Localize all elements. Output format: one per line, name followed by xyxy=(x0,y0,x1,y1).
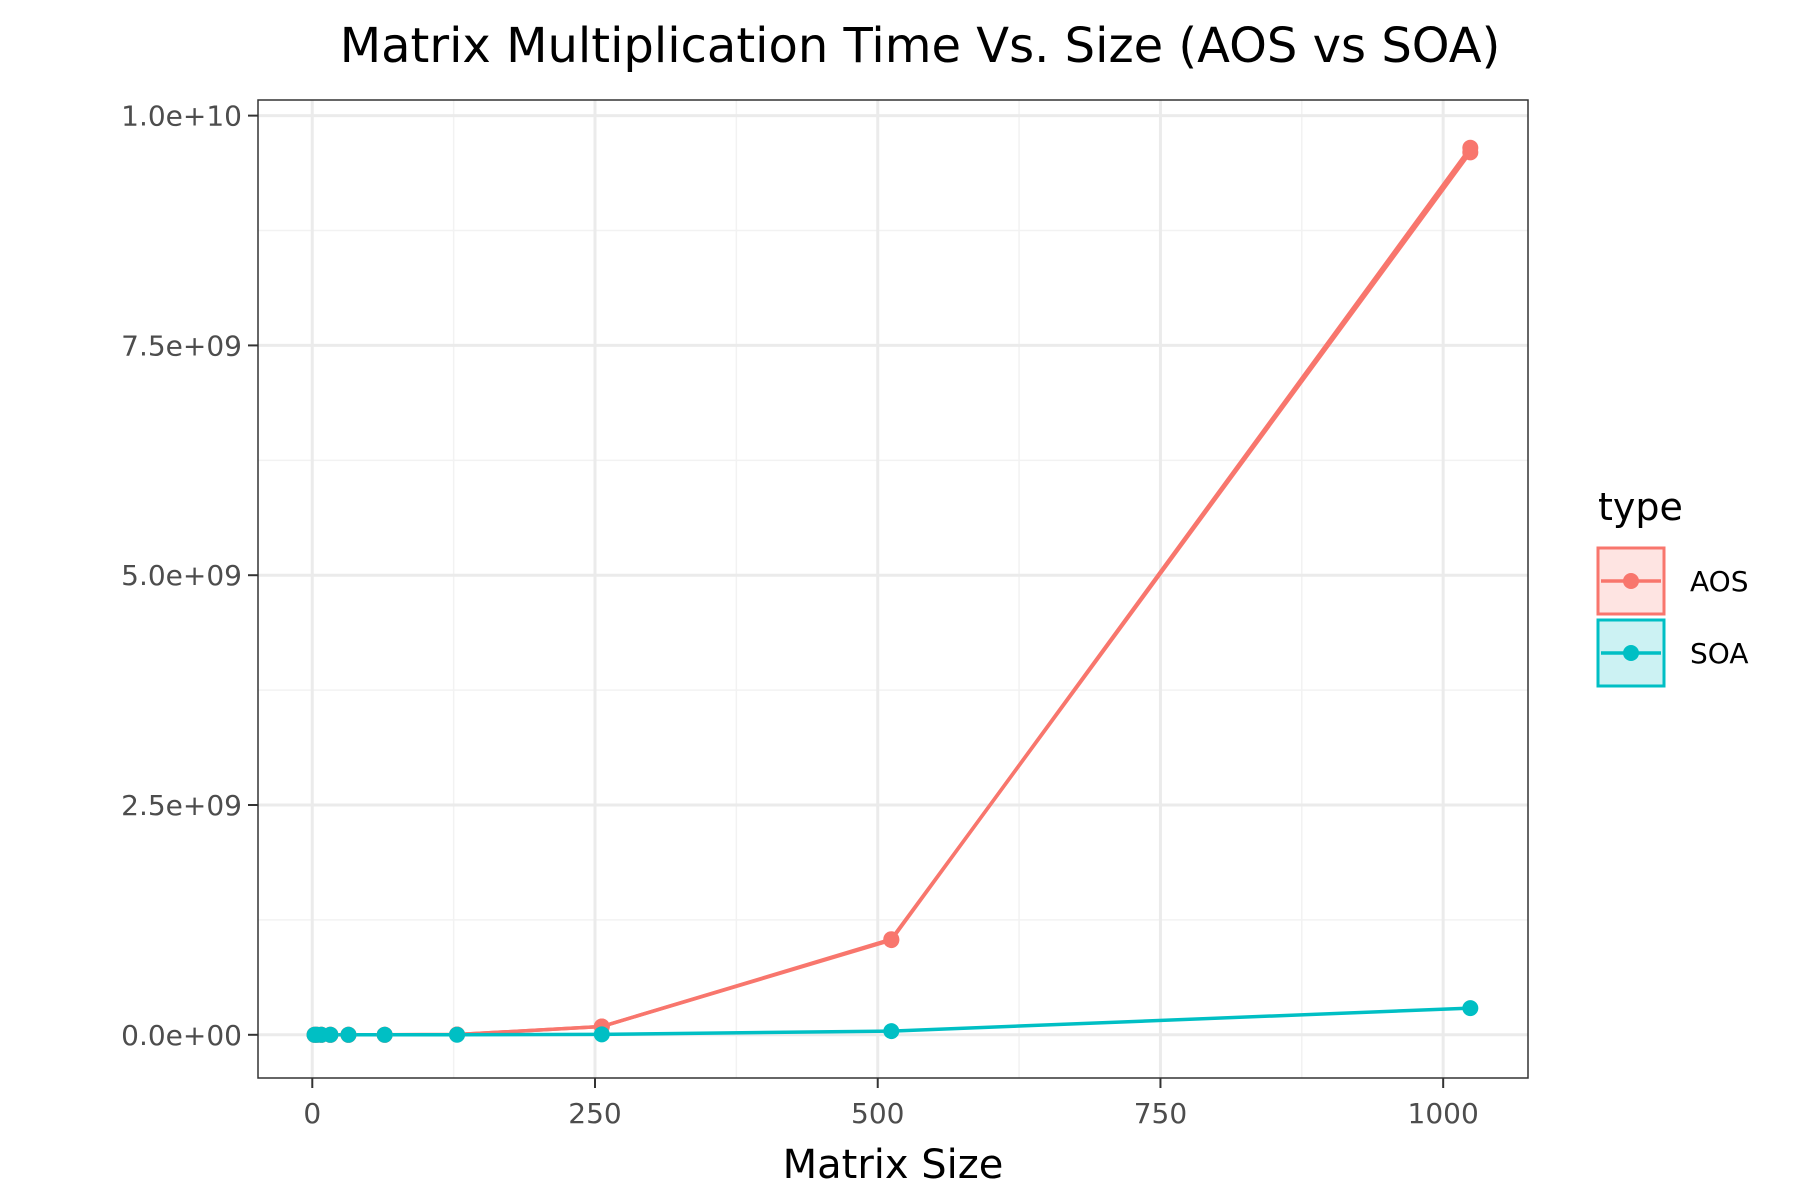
y-tick-label: 7.5e+09 xyxy=(121,329,242,362)
y-tick-label: 0.0e+00 xyxy=(121,1019,242,1052)
legend-label-aos: AOS xyxy=(1690,565,1748,598)
legend: type AOS SOA xyxy=(1596,485,1748,688)
legend-key-point xyxy=(1623,645,1639,661)
data-point-soa xyxy=(449,1026,466,1043)
plot-panel-border xyxy=(257,99,1529,1079)
legend-label-soa: SOA xyxy=(1690,637,1748,670)
x-tick-label: 750 xyxy=(1134,1097,1187,1130)
data-point-soa xyxy=(376,1026,393,1043)
legend-key-point xyxy=(1623,573,1639,589)
legend-title: type xyxy=(1598,485,1683,529)
x-tick-label: 1000 xyxy=(1408,1097,1479,1130)
y-tick-label: 1.0e+10 xyxy=(121,100,242,133)
y-tick-label: 5.0e+09 xyxy=(121,559,242,592)
data-point-aos xyxy=(883,932,900,949)
legend-item-soa: SOA xyxy=(1596,618,1748,688)
axes: 0 250 500 750 1000 0.0e+00 2.5e+09 5.0e+09 7.5e+… xyxy=(121,100,1479,1130)
data-point-soa xyxy=(593,1026,610,1043)
data-point-soa xyxy=(322,1026,339,1043)
data-point-aos xyxy=(1462,139,1479,156)
plot-background xyxy=(258,100,1528,1078)
data-point-soa xyxy=(340,1026,357,1043)
x-axis-title: Matrix Size xyxy=(783,1142,1004,1188)
y-tick-label: 2.5e+09 xyxy=(121,789,242,822)
data-point-soa xyxy=(1462,1000,1479,1017)
x-tick-label: 500 xyxy=(851,1097,904,1130)
legend-item-aos: AOS xyxy=(1596,546,1748,616)
x-tick-label: 250 xyxy=(568,1097,621,1130)
data-series xyxy=(306,139,1479,1043)
x-tick-label: 0 xyxy=(303,1097,321,1130)
chart-title: Matrix Multiplication Time Vs. Size (AOS… xyxy=(340,18,1501,74)
data-point-soa xyxy=(883,1023,900,1040)
